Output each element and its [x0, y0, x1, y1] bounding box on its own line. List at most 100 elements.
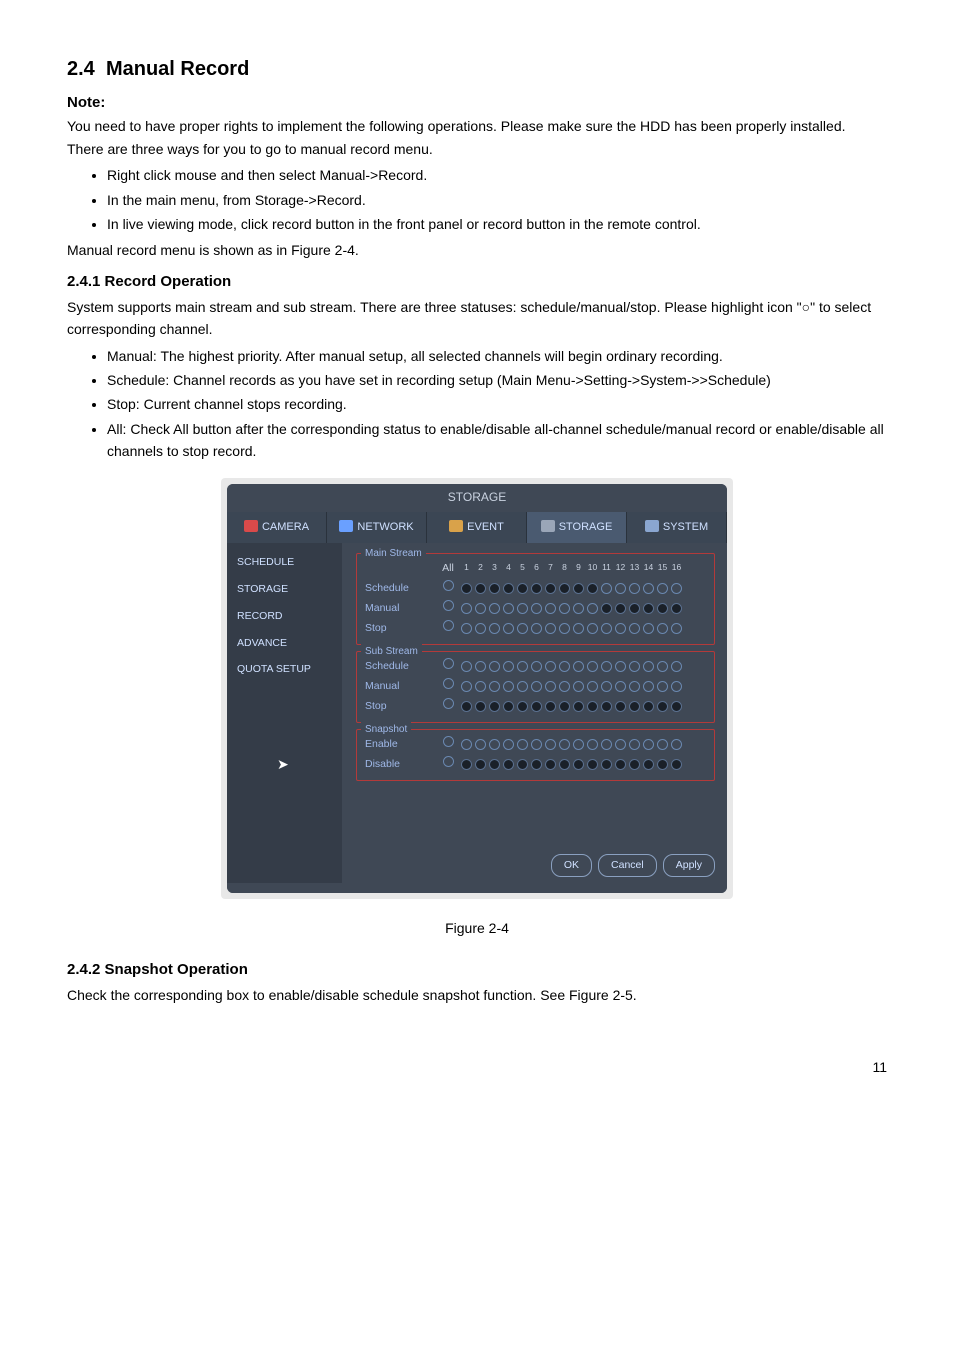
- channel-dot[interactable]: [587, 603, 598, 614]
- channel-dot[interactable]: [615, 681, 626, 692]
- channel-dot[interactable]: [615, 759, 626, 770]
- channel-dot[interactable]: [559, 739, 570, 750]
- channel-dot[interactable]: [671, 661, 682, 672]
- tab-event[interactable]: EVENT: [427, 512, 527, 544]
- channel-dot[interactable]: [475, 661, 486, 672]
- channel-dot[interactable]: [643, 701, 654, 712]
- channel-dot[interactable]: [545, 603, 556, 614]
- channel-dot[interactable]: [545, 583, 556, 594]
- channel-dot[interactable]: [643, 661, 654, 672]
- channel-dot[interactable]: [671, 603, 682, 614]
- channel-dot[interactable]: [475, 583, 486, 594]
- channel-dot[interactable]: [601, 701, 612, 712]
- channel-dot[interactable]: [489, 623, 500, 634]
- channel-dot[interactable]: [531, 701, 542, 712]
- sidebar-item-record[interactable]: RECORD: [227, 603, 342, 630]
- channel-dot[interactable]: [657, 583, 668, 594]
- channel-dot[interactable]: [489, 739, 500, 750]
- channel-dot[interactable]: [489, 701, 500, 712]
- channel-dot[interactable]: [503, 739, 514, 750]
- channel-dot[interactable]: [671, 759, 682, 770]
- channel-dot[interactable]: [517, 701, 528, 712]
- channel-dot[interactable]: [657, 681, 668, 692]
- channel-dot[interactable]: [629, 739, 640, 750]
- channel-dot[interactable]: [559, 623, 570, 634]
- apply-button[interactable]: Apply: [663, 854, 715, 877]
- channel-dot[interactable]: [587, 583, 598, 594]
- channel-dot[interactable]: [531, 739, 542, 750]
- channel-dot[interactable]: [573, 623, 584, 634]
- channel-dot[interactable]: [517, 583, 528, 594]
- channel-dot[interactable]: [629, 701, 640, 712]
- channel-dot[interactable]: [615, 661, 626, 672]
- channel-dot[interactable]: [545, 759, 556, 770]
- channel-dot[interactable]: [559, 661, 570, 672]
- channel-dot[interactable]: [461, 759, 472, 770]
- channel-dot[interactable]: [531, 583, 542, 594]
- channel-dot[interactable]: [545, 681, 556, 692]
- channel-dot[interactable]: [475, 759, 486, 770]
- channel-dot[interactable]: [643, 583, 654, 594]
- channel-dot[interactable]: [475, 603, 486, 614]
- channel-dot[interactable]: [587, 701, 598, 712]
- channel-dot[interactable]: [629, 681, 640, 692]
- all-radio[interactable]: [435, 600, 461, 617]
- channel-dot[interactable]: [601, 739, 612, 750]
- channel-dot[interactable]: [671, 701, 682, 712]
- channel-dot[interactable]: [601, 623, 612, 634]
- channel-dot[interactable]: [587, 681, 598, 692]
- all-radio[interactable]: [435, 658, 461, 675]
- channel-dot[interactable]: [573, 603, 584, 614]
- channel-dot[interactable]: [629, 759, 640, 770]
- channel-dot[interactable]: [615, 583, 626, 594]
- channel-dot[interactable]: [643, 603, 654, 614]
- channel-dot[interactable]: [601, 759, 612, 770]
- sidebar-item-advance[interactable]: ADVANCE: [227, 630, 342, 657]
- channel-dot[interactable]: [573, 739, 584, 750]
- channel-dot[interactable]: [461, 739, 472, 750]
- channel-dot[interactable]: [461, 681, 472, 692]
- sidebar-item-storage[interactable]: STORAGE: [227, 576, 342, 603]
- channel-dot[interactable]: [531, 603, 542, 614]
- channel-dot[interactable]: [461, 623, 472, 634]
- all-radio[interactable]: [435, 756, 461, 773]
- all-radio[interactable]: [435, 678, 461, 695]
- channel-dot[interactable]: [587, 623, 598, 634]
- channel-dot[interactable]: [475, 623, 486, 634]
- channel-dot[interactable]: [545, 739, 556, 750]
- channel-dot[interactable]: [587, 759, 598, 770]
- channel-dot[interactable]: [615, 701, 626, 712]
- channel-dot[interactable]: [629, 623, 640, 634]
- channel-dot[interactable]: [657, 661, 668, 672]
- channel-dot[interactable]: [573, 661, 584, 672]
- channel-dot[interactable]: [573, 681, 584, 692]
- channel-dot[interactable]: [657, 603, 668, 614]
- cancel-button[interactable]: Cancel: [598, 854, 657, 877]
- channel-dot[interactable]: [615, 603, 626, 614]
- channel-dot[interactable]: [601, 603, 612, 614]
- tab-network[interactable]: NETWORK: [327, 512, 427, 544]
- tab-storage[interactable]: STORAGE: [527, 512, 627, 544]
- channel-dot[interactable]: [503, 701, 514, 712]
- channel-dot[interactable]: [517, 603, 528, 614]
- channel-dot[interactable]: [643, 681, 654, 692]
- channel-dot[interactable]: [671, 623, 682, 634]
- channel-dot[interactable]: [615, 739, 626, 750]
- channel-dot[interactable]: [531, 661, 542, 672]
- channel-dot[interactable]: [587, 661, 598, 672]
- channel-dot[interactable]: [531, 681, 542, 692]
- channel-dot[interactable]: [559, 583, 570, 594]
- channel-dot[interactable]: [461, 583, 472, 594]
- channel-dot[interactable]: [573, 583, 584, 594]
- all-radio[interactable]: [435, 620, 461, 637]
- channel-dot[interactable]: [545, 623, 556, 634]
- all-radio[interactable]: [435, 736, 461, 753]
- channel-dot[interactable]: [461, 603, 472, 614]
- channel-dot[interactable]: [489, 603, 500, 614]
- channel-dot[interactable]: [657, 623, 668, 634]
- channel-dot[interactable]: [475, 739, 486, 750]
- all-radio[interactable]: [435, 580, 461, 597]
- channel-dot[interactable]: [573, 701, 584, 712]
- channel-dot[interactable]: [587, 739, 598, 750]
- sidebar-item-quota-setup[interactable]: QUOTA SETUP: [227, 656, 342, 683]
